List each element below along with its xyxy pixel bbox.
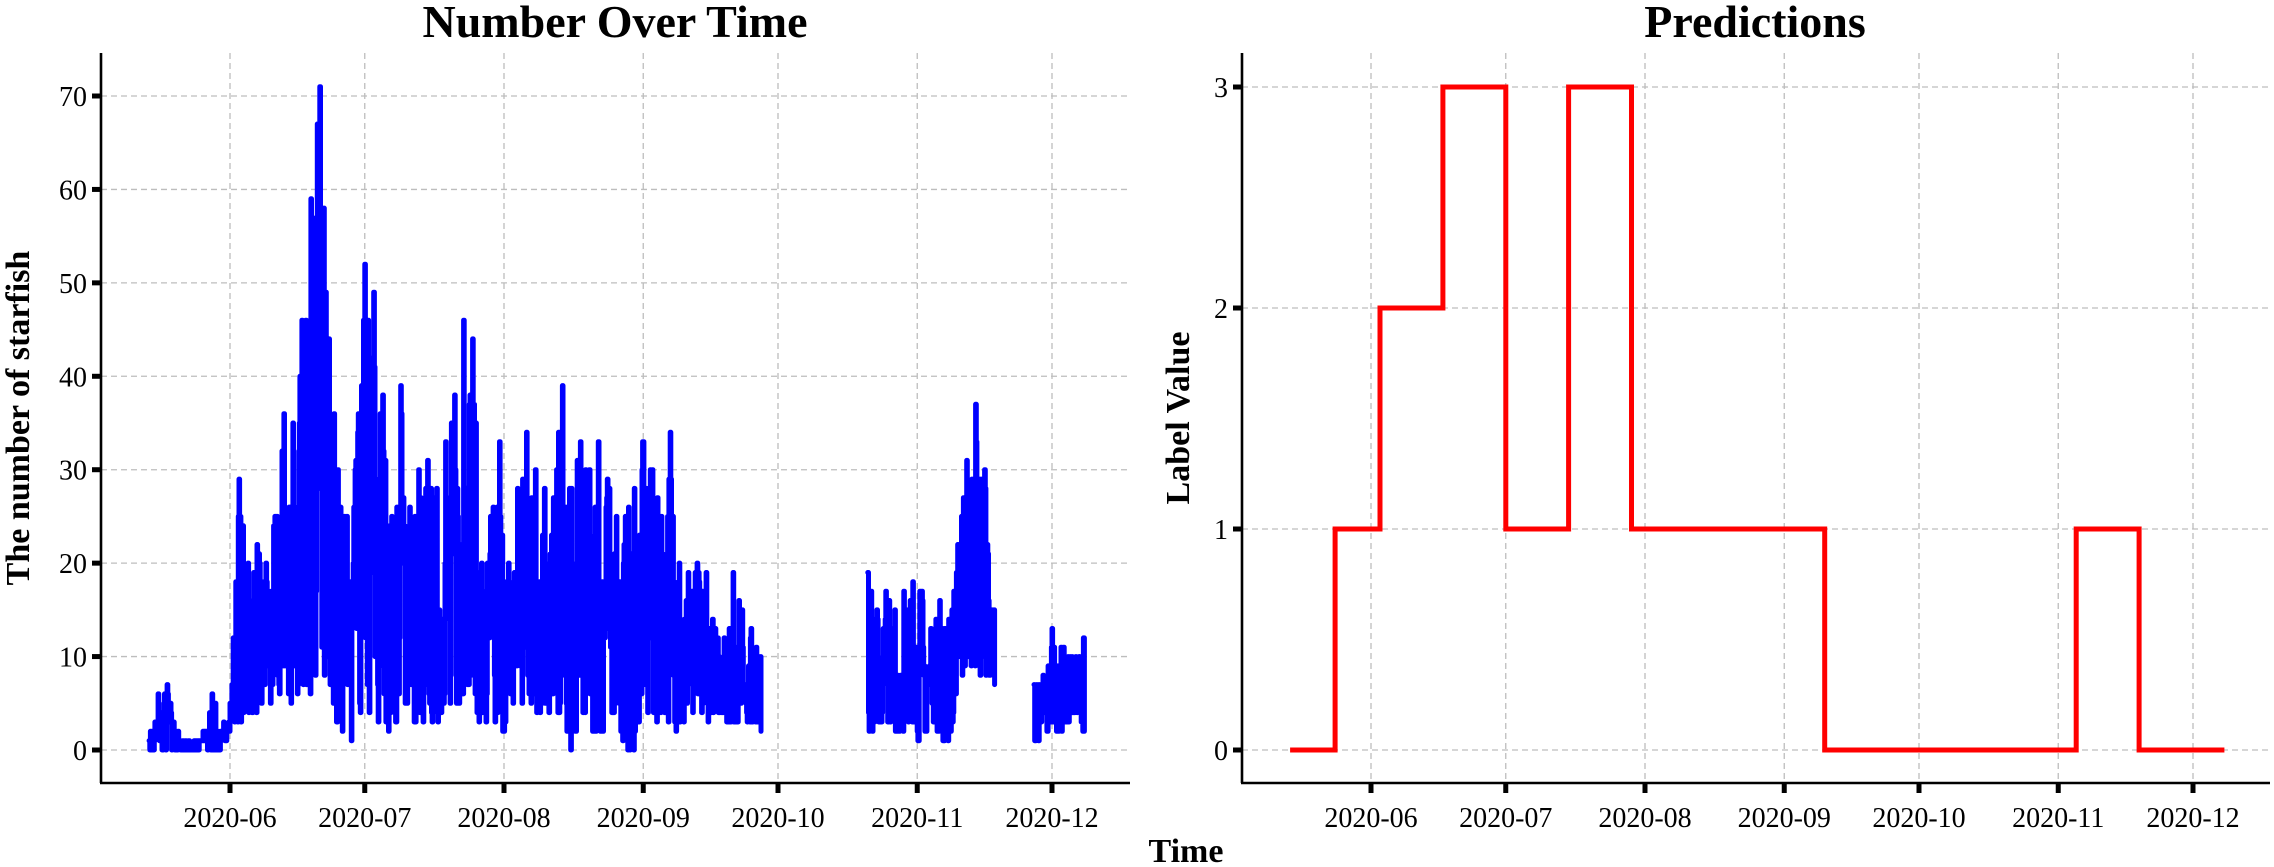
starfish-count-line-segment — [1031, 626, 1087, 744]
y-tick-label: 0 — [1214, 736, 1228, 767]
starfish-count-line-segment — [146, 84, 764, 753]
y-tick-label: 50 — [59, 269, 87, 300]
right-chart-grid — [1242, 53, 2270, 783]
prediction-step-line — [1290, 84, 2225, 753]
y-tick-label: 2 — [1214, 294, 1228, 325]
left-chart-title: Number Over Time — [422, 0, 807, 47]
x-tick-label: 2020-07 — [318, 803, 411, 834]
right-chart-y-axis-label: Label Value — [1160, 332, 1197, 505]
x-tick-label: 2020-11 — [2012, 803, 2104, 834]
x-tick-label: 2020-08 — [457, 803, 550, 834]
left-chart-x-ticks: 2020-06 2020-07 2020-08 2020-09 2020-10 2020-… — [183, 783, 1099, 834]
y-tick-label: 0 — [73, 736, 87, 767]
left-chart-y-ticks: 0 10 20 30 40 50 60 70 — [59, 82, 101, 767]
x-tick-label: 2020-10 — [1872, 803, 1965, 834]
y-tick-label: 30 — [59, 456, 87, 487]
y-tick-label: 60 — [59, 175, 87, 206]
x-tick-label: 2020-09 — [1738, 803, 1831, 834]
shared-x-axis-label: Time — [1149, 833, 1224, 867]
x-tick-label: 2020-07 — [1459, 803, 1552, 834]
y-tick-label: 3 — [1214, 73, 1228, 104]
x-tick-label: 2020-06 — [183, 803, 276, 834]
x-tick-label: 2020-11 — [871, 803, 963, 834]
y-tick-label: 1 — [1214, 515, 1228, 546]
right-chart-x-ticks: 2020-06 2020-07 2020-08 2020-09 2020-10 2020-… — [1324, 783, 2240, 834]
right-chart-series-step-line — [1290, 84, 2225, 753]
x-tick-label: 2020-06 — [1324, 803, 1417, 834]
starfish-count-line-segment — [865, 401, 998, 744]
right-chart-title: Predictions — [1644, 0, 1865, 47]
x-tick-label: 2020-10 — [731, 803, 824, 834]
x-tick-label: 2020-12 — [1005, 803, 1098, 834]
y-tick-label: 40 — [59, 362, 87, 393]
left-chart-series-line — [146, 84, 1087, 753]
left-chart-y-axis-label: The number of starfish — [0, 251, 37, 586]
x-tick-label: 2020-08 — [1598, 803, 1691, 834]
right-chart-y-ticks: 0 1 2 3 — [1214, 73, 1242, 767]
y-tick-label: 20 — [59, 549, 87, 580]
y-tick-label: 70 — [59, 82, 87, 113]
left-chart-number-over-time: Number Over Time 0 10 20 30 40 50 60 70 2020-06… — [0, 0, 1130, 834]
x-tick-label: 2020-09 — [597, 803, 690, 834]
y-tick-label: 10 — [59, 643, 87, 674]
x-tick-label: 2020-12 — [2146, 803, 2239, 834]
